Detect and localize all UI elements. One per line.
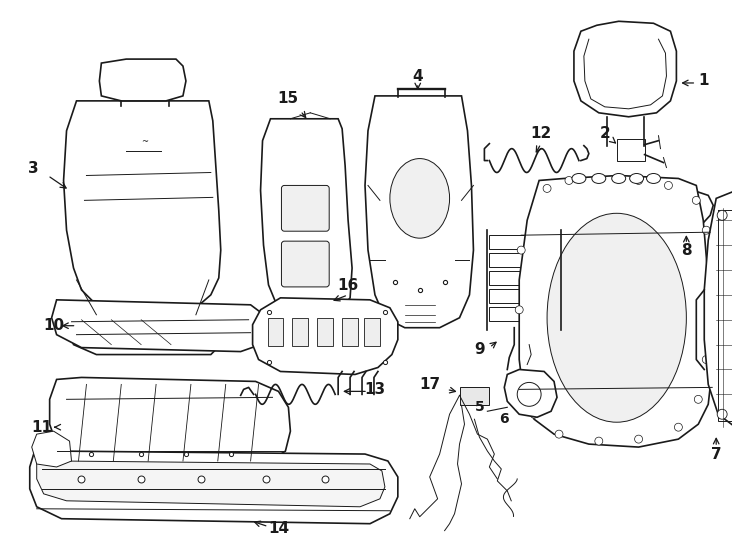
Text: 13: 13: [364, 382, 385, 397]
Circle shape: [595, 437, 603, 445]
Bar: [490, 271, 559, 285]
Circle shape: [595, 174, 603, 183]
Circle shape: [555, 430, 563, 438]
Polygon shape: [37, 449, 385, 507]
Bar: [342, 318, 358, 346]
Bar: [617, 139, 644, 160]
Circle shape: [664, 181, 672, 190]
Circle shape: [653, 205, 664, 215]
Polygon shape: [252, 298, 398, 374]
Circle shape: [692, 197, 700, 204]
Text: 2: 2: [600, 126, 610, 141]
Text: 4: 4: [413, 70, 423, 84]
Text: 9: 9: [474, 342, 484, 357]
Polygon shape: [64, 101, 221, 315]
Bar: [292, 318, 308, 346]
Bar: [490, 235, 559, 249]
Circle shape: [694, 395, 702, 403]
FancyBboxPatch shape: [281, 185, 329, 231]
Circle shape: [530, 410, 538, 418]
Bar: [267, 318, 283, 346]
Bar: [490, 253, 559, 267]
Circle shape: [635, 435, 642, 443]
Circle shape: [517, 246, 526, 254]
Circle shape: [717, 210, 727, 220]
Circle shape: [635, 177, 642, 185]
Bar: [490, 307, 559, 321]
Circle shape: [688, 205, 698, 215]
Polygon shape: [70, 315, 222, 355]
Circle shape: [517, 382, 541, 406]
Bar: [459, 387, 490, 406]
Text: 10: 10: [43, 318, 64, 333]
Ellipse shape: [572, 173, 586, 184]
Bar: [718, 210, 734, 421]
Circle shape: [517, 375, 526, 383]
Text: 5: 5: [475, 400, 484, 414]
Ellipse shape: [547, 213, 686, 422]
Circle shape: [515, 306, 523, 314]
Polygon shape: [519, 176, 713, 447]
FancyBboxPatch shape: [281, 241, 329, 287]
Polygon shape: [574, 21, 677, 117]
Ellipse shape: [611, 173, 625, 184]
Polygon shape: [504, 369, 557, 417]
Polygon shape: [51, 300, 266, 352]
Bar: [490, 289, 559, 303]
Ellipse shape: [390, 159, 449, 238]
Text: 6: 6: [499, 412, 509, 426]
Text: 12: 12: [531, 126, 552, 141]
Ellipse shape: [647, 173, 661, 184]
Polygon shape: [261, 119, 352, 312]
Polygon shape: [99, 59, 186, 101]
Text: 17: 17: [419, 377, 440, 392]
Ellipse shape: [630, 173, 644, 184]
Text: 11: 11: [31, 420, 52, 435]
Polygon shape: [32, 431, 71, 467]
Text: 8: 8: [681, 242, 691, 258]
Circle shape: [565, 177, 573, 185]
Circle shape: [706, 276, 714, 284]
Text: 16: 16: [338, 279, 359, 293]
Polygon shape: [50, 377, 291, 467]
Circle shape: [717, 409, 727, 419]
Polygon shape: [641, 191, 713, 232]
Ellipse shape: [592, 173, 606, 184]
Polygon shape: [30, 444, 398, 524]
Bar: [364, 318, 380, 346]
Polygon shape: [365, 96, 473, 328]
Polygon shape: [704, 191, 734, 431]
Circle shape: [675, 423, 683, 431]
Text: 3: 3: [29, 161, 39, 176]
Text: 15: 15: [277, 91, 298, 106]
Text: 7: 7: [711, 447, 722, 462]
Circle shape: [702, 355, 711, 363]
Text: 14: 14: [268, 521, 289, 536]
Text: 1: 1: [698, 73, 708, 89]
Circle shape: [702, 226, 711, 234]
Circle shape: [543, 185, 551, 192]
Bar: [317, 318, 333, 346]
Text: ~: ~: [141, 137, 148, 146]
